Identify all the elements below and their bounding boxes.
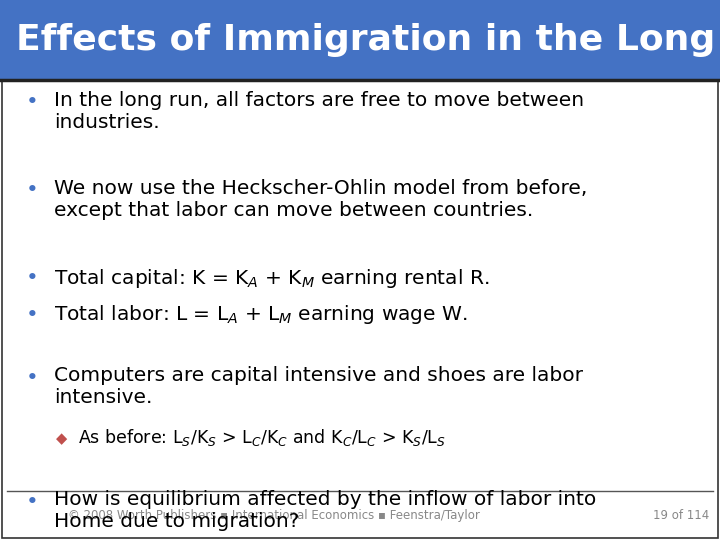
Text: •: • <box>26 268 39 288</box>
Text: How is equilibrium affected by the inflow of labor into
Home due to migration?: How is equilibrium affected by the inflo… <box>54 490 596 531</box>
Text: ◆: ◆ <box>55 431 67 447</box>
Text: As before: L$_S$/K$_S$ > L$_C$/K$_C$ and K$_C$/L$_C$ > K$_S$/L$_S$: As before: L$_S$/K$_S$ > L$_C$/K$_C$ and… <box>78 427 446 448</box>
Text: We now use the Heckscher-Ohlin model from before,
except that labor can move bet: We now use the Heckscher-Ohlin model fro… <box>54 179 588 220</box>
Text: © 2008 Worth Publishers ▪ International Economics ▪ Feenstra/Taylor: © 2008 Worth Publishers ▪ International … <box>68 509 480 522</box>
Text: •: • <box>26 492 39 512</box>
Text: 19 of 114: 19 of 114 <box>653 509 709 522</box>
Text: Computers are capital intensive and shoes are labor
intensive.: Computers are capital intensive and shoe… <box>54 366 583 407</box>
Text: In the long run, all factors are free to move between
industries.: In the long run, all factors are free to… <box>54 91 584 132</box>
Text: Total labor: L = L$_A$ + L$_M$ earning wage W.: Total labor: L = L$_A$ + L$_M$ earning w… <box>54 303 468 326</box>
Text: •: • <box>26 180 39 200</box>
FancyBboxPatch shape <box>0 0 720 80</box>
Text: Effects of Immigration in the Long Run: Effects of Immigration in the Long Run <box>16 23 720 57</box>
Text: •: • <box>26 92 39 112</box>
Text: •: • <box>26 368 39 388</box>
Text: Total capital: K = K$_A$ + K$_M$ earning rental R.: Total capital: K = K$_A$ + K$_M$ earning… <box>54 267 490 290</box>
Text: •: • <box>26 305 39 325</box>
